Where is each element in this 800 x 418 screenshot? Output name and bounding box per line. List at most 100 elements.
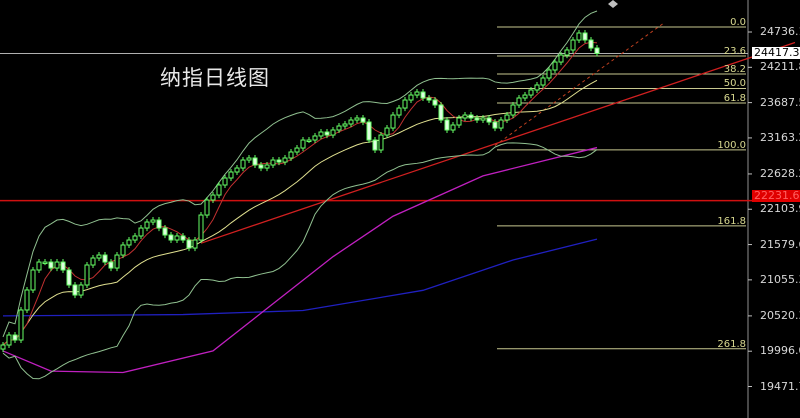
candle-up bbox=[36, 261, 42, 271]
candle-up bbox=[516, 97, 522, 106]
candle-up bbox=[138, 227, 144, 237]
candle-down bbox=[594, 47, 600, 54]
candle-up bbox=[456, 117, 462, 126]
candle-up bbox=[78, 284, 84, 296]
candle-down bbox=[156, 219, 162, 229]
candle-up bbox=[144, 221, 150, 229]
candle-up bbox=[348, 119, 354, 125]
candle-down bbox=[438, 104, 444, 121]
candle-up bbox=[264, 164, 270, 169]
candle-up bbox=[6, 334, 12, 346]
candle-down bbox=[180, 235, 186, 241]
candle-up bbox=[24, 289, 30, 311]
mid-ma-line bbox=[2, 146, 598, 374]
candle-up bbox=[150, 219, 156, 223]
candle-up bbox=[294, 147, 300, 153]
candle-up bbox=[192, 239, 198, 249]
candle-up bbox=[312, 135, 318, 141]
candle-down bbox=[426, 97, 432, 101]
candle-up bbox=[240, 159, 246, 169]
candle-down bbox=[108, 261, 114, 269]
candle-up bbox=[534, 84, 540, 91]
candle-up bbox=[330, 129, 336, 136]
y-tick-label: 23687.50 bbox=[760, 95, 800, 109]
candle-up bbox=[126, 239, 132, 246]
candle-up bbox=[210, 194, 216, 201]
candle-down bbox=[360, 117, 366, 123]
candle-up bbox=[30, 269, 36, 291]
bollinger-upper bbox=[2, 10, 598, 338]
candle-up bbox=[132, 235, 138, 241]
fib-label: 0.0 bbox=[730, 17, 746, 29]
candle-up bbox=[336, 125, 342, 131]
candle-up bbox=[0, 344, 6, 350]
y-tick-label: 22628.20 bbox=[760, 166, 800, 180]
candle-up bbox=[54, 261, 60, 269]
candle-up bbox=[528, 89, 534, 96]
candle-up bbox=[282, 157, 288, 163]
candle-up bbox=[216, 184, 222, 196]
candle-up bbox=[300, 139, 306, 149]
candle-up bbox=[414, 91, 420, 96]
candle-down bbox=[582, 32, 588, 41]
candle-up bbox=[318, 131, 324, 137]
candle-up bbox=[342, 123, 348, 127]
candle-down bbox=[588, 39, 594, 49]
y-tick-label: 19996.00 bbox=[760, 344, 800, 358]
candle-up bbox=[114, 254, 120, 269]
candle-up bbox=[564, 49, 570, 56]
candle-down bbox=[12, 334, 18, 341]
candle-up bbox=[462, 114, 468, 119]
candle-up bbox=[510, 104, 516, 116]
y-tick-label: 24211.80 bbox=[760, 60, 800, 74]
candle-up bbox=[576, 32, 582, 41]
candle-up bbox=[228, 171, 234, 179]
candle-up bbox=[270, 159, 276, 166]
candle-up bbox=[480, 117, 486, 121]
candle-down bbox=[492, 121, 498, 129]
candle-down bbox=[324, 131, 330, 136]
candle-up bbox=[378, 134, 384, 151]
candle-up bbox=[288, 151, 294, 159]
bollinger-lower bbox=[2, 142, 598, 380]
y-tick-label: 24736.10 bbox=[760, 25, 800, 38]
candle-down bbox=[102, 254, 108, 263]
candle-up bbox=[546, 69, 552, 79]
candle-down bbox=[66, 269, 72, 286]
candle-up bbox=[522, 94, 528, 99]
candle-up bbox=[558, 54, 564, 63]
y-tick-label: 23163.20 bbox=[760, 130, 800, 144]
candle-down bbox=[72, 284, 78, 296]
candle-down bbox=[60, 261, 66, 271]
candle-down bbox=[432, 99, 438, 106]
candle-down bbox=[468, 114, 474, 119]
candle-up bbox=[390, 114, 396, 129]
candle-up bbox=[552, 61, 558, 71]
fib-label: 261.8 bbox=[717, 338, 746, 350]
fib-label: 23.6 bbox=[723, 46, 746, 58]
y-tick-label: 20520.30 bbox=[760, 308, 800, 322]
candle-down bbox=[444, 119, 450, 131]
candle-up bbox=[540, 77, 546, 86]
candle-down bbox=[372, 139, 378, 151]
candle-up bbox=[18, 309, 24, 341]
candle-down bbox=[48, 261, 54, 269]
candle-up bbox=[396, 107, 402, 116]
candle-down bbox=[420, 91, 426, 99]
candle-down bbox=[474, 117, 480, 121]
candle-up bbox=[498, 119, 504, 129]
candle-up bbox=[306, 139, 312, 143]
bollinger-middle bbox=[2, 79, 598, 346]
candle-up bbox=[504, 114, 510, 121]
candle-up bbox=[174, 235, 180, 241]
scroll-marker-icon bbox=[608, 0, 618, 8]
candle-up bbox=[84, 264, 90, 286]
ma-fast-line bbox=[2, 41, 598, 346]
slow-ma-line bbox=[2, 238, 598, 317]
candle-down bbox=[258, 164, 264, 169]
trend-line bbox=[200, 41, 796, 244]
trend-line-dotted bbox=[494, 23, 664, 146]
y-tick-label: 21055.30 bbox=[760, 272, 800, 286]
